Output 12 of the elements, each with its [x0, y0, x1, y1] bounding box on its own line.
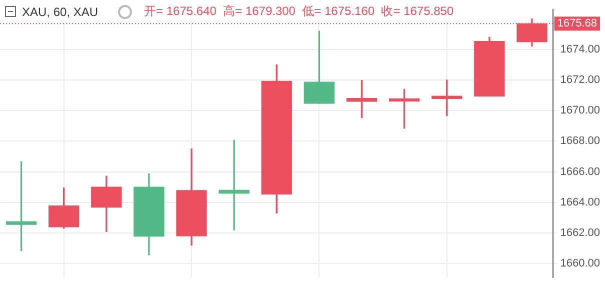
- y-tick-label: 1668.00: [560, 135, 600, 148]
- chart-subtitle: 开= 1675.640 高= 1679.300 低= 1675.160 收= 1675.850: [144, 3, 454, 20]
- ref-line-label: 1675.68: [557, 18, 598, 30]
- chart-title: XAU, 60, XAU: [22, 4, 98, 18]
- candlestick: [218, 140, 250, 230]
- y-tick-label: 1674.00: [560, 43, 600, 56]
- y-tick-label: 1662.00: [560, 227, 600, 240]
- y-tick-label: 1672.00: [560, 74, 600, 86]
- y-tick-label: 1670.00: [560, 104, 600, 117]
- y-tick-label: 1666.00: [560, 166, 600, 178]
- y-tick-label: 1660.00: [560, 258, 600, 270]
- y-tick-label: 1664.00: [560, 196, 600, 208]
